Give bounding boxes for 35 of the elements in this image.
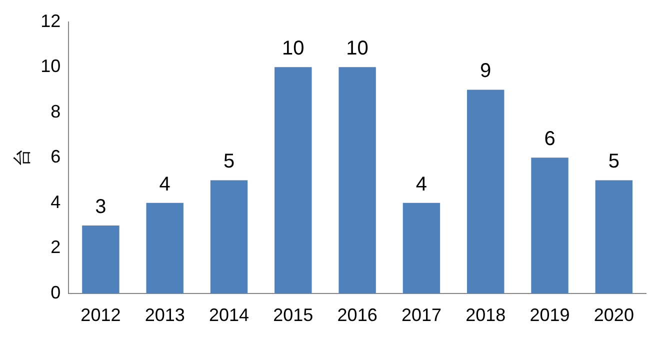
y-tick-label: 12 xyxy=(40,10,61,31)
bar xyxy=(338,67,376,294)
data-label: 5 xyxy=(223,150,235,173)
x-tick-label: 2020 xyxy=(594,305,634,326)
bar xyxy=(82,226,120,294)
data-label: 10 xyxy=(282,38,304,60)
x-tick-label: 2016 xyxy=(337,305,378,326)
x-tick-label: 2019 xyxy=(530,305,570,326)
x-tick-label: 2013 xyxy=(144,305,185,326)
x-tick-label: 2018 xyxy=(466,305,506,326)
y-tick-label: 6 xyxy=(50,146,61,167)
data-label: 9 xyxy=(480,60,492,82)
data-label: 10 xyxy=(346,38,368,60)
y-tick-label: 2 xyxy=(50,237,61,258)
y-tick-label: 4 xyxy=(50,192,61,212)
bar xyxy=(531,158,568,294)
bar xyxy=(595,180,633,294)
bar xyxy=(210,180,248,294)
y-tick-label: 0 xyxy=(50,282,61,302)
bar xyxy=(146,202,184,294)
x-tick-label: 2012 xyxy=(80,305,121,326)
x-tick-label: 2014 xyxy=(208,305,250,326)
data-label: 4 xyxy=(159,173,170,196)
data-label: 4 xyxy=(416,173,428,196)
bar xyxy=(467,90,504,294)
x-tick-label: 2017 xyxy=(401,305,442,326)
data-label: 6 xyxy=(544,128,556,150)
x-tick-label: 2015 xyxy=(273,305,314,326)
bar xyxy=(402,202,440,294)
data-label: 3 xyxy=(95,196,106,218)
y-tick-label: 10 xyxy=(40,56,61,76)
y-axis-title: 台 xyxy=(12,148,32,167)
bar xyxy=(274,67,312,294)
y-tick-label: 8 xyxy=(50,101,61,122)
data-label: 5 xyxy=(608,150,620,173)
